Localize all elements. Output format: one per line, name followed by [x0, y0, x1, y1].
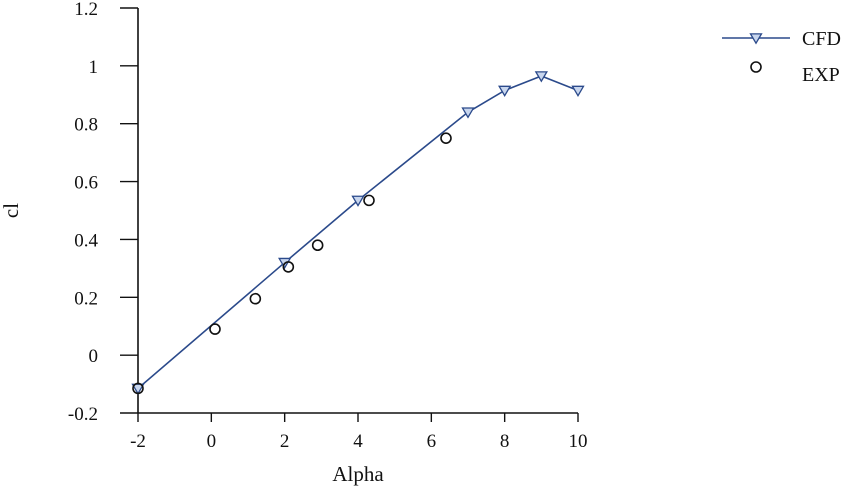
exp-point: [440, 132, 452, 144]
x-tick-label: 6: [427, 431, 437, 452]
cfd-point: [461, 107, 475, 119]
cfd-point: [498, 85, 512, 97]
y-axis-title: cl: [0, 203, 23, 218]
y-tick-label: 0.2: [74, 288, 98, 309]
y-tick-label: 0: [89, 346, 99, 367]
cfd-series-line: [137, 75, 579, 390]
exp-point: [249, 292, 262, 305]
axes: -2 0 2 4 6 8 10 -0.2 0 0.2 0.4 0.6 0.8 1 1.2: [68, 0, 588, 452]
legend: CFD EXP: [722, 28, 841, 86]
exp-point: [209, 323, 221, 335]
x-tick-label: 10: [569, 431, 588, 452]
x-tick-label: -2: [130, 431, 146, 452]
exp-point: [363, 194, 375, 207]
legend-cfd-label: CFD: [802, 28, 841, 50]
x-tick-label: 2: [280, 431, 290, 452]
legend-exp-label: EXP: [802, 64, 840, 86]
y-tick-label: 1: [89, 57, 99, 78]
cfd-point: [131, 383, 145, 395]
y-tick-label: 0.4: [74, 230, 98, 251]
legend-cfd-marker: [749, 33, 763, 45]
exp-point: [282, 261, 295, 273]
exp-point: [132, 382, 144, 395]
y-ticks: -0.2 0 0.2 0.4 0.6 0.8 1 1.2: [68, 0, 138, 425]
y-tick-label: 0.6: [74, 173, 98, 194]
cfd-point: [571, 85, 585, 97]
exp-point: [311, 239, 324, 252]
y-tick-label: -0.2: [68, 404, 98, 425]
x-tick-label: 8: [500, 431, 510, 452]
x-ticks: -2 0 2 4 6 8 10: [130, 413, 588, 452]
x-tick-label: 0: [207, 431, 217, 452]
cfd-point: [534, 71, 548, 83]
x-tick-label: 4: [353, 431, 363, 452]
plot-series: [131, 71, 585, 395]
y-tick-label: 1.2: [74, 0, 98, 20]
cfd-point: [351, 195, 365, 207]
legend-exp-marker: [750, 61, 762, 73]
y-tick-label: 0.8: [74, 115, 98, 136]
x-axis-title: Alpha: [332, 462, 384, 486]
